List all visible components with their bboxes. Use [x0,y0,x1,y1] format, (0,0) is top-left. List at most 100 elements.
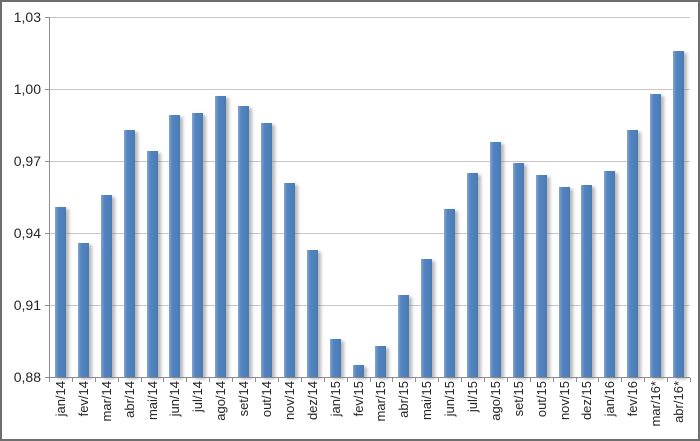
x-axis-tick [690,378,691,382]
bar-jan-14 [54,206,66,377]
bar-out-15 [535,175,547,377]
x-axis-tick [71,378,73,382]
x-axis-category-text: abr/16* [671,381,687,423]
x-axis-category-text: ago/14 [213,381,229,421]
bar-jan-16 [604,170,616,377]
x-axis-category-text: abr/15 [396,381,412,418]
bar-ago-14 [215,96,227,377]
y-axis-tick [45,161,49,162]
x-axis-category-label: mai/14 [141,381,164,439]
x-axis-category-text: ago/15 [487,381,503,421]
x-axis-category-label: mar/14 [95,381,118,439]
bar-fev-16 [627,129,639,377]
x-axis-category-text: fev/15 [350,381,366,417]
x-axis-category-label: out/15 [530,381,553,439]
y-axis-tick-label: 1,03 [13,9,41,25]
x-axis-category-label: jan/15 [324,381,347,439]
x-axis-tick [255,378,257,382]
bar-out-14 [260,122,272,377]
x-axis-category-text: dez/14 [304,381,320,421]
bar-jun-15 [444,209,456,377]
x-axis-category-text: mai/14 [144,381,160,421]
y-axis-tick-label: 0,97 [13,153,41,169]
x-axis-tick [438,378,440,382]
x-axis-category-text: nov/15 [556,381,572,421]
x-axis-category-text: set/14 [236,381,252,417]
x-axis-category-text: jun/15 [442,381,458,417]
x-axis-category-text: jul/15 [465,381,480,413]
y-axis-tick-label: 1,00 [13,81,41,97]
x-axis-category-text: jun/14 [167,381,183,417]
x-axis-tick [392,378,394,382]
y-axis-tick [45,17,49,18]
x-axis-tick [667,378,669,382]
gridline [49,233,690,234]
x-axis-tick [552,378,554,382]
y-axis-tick [45,377,49,378]
x-axis-category-label: set/15 [507,381,530,439]
bar-abr-15 [398,295,410,377]
x-axis-category-text: dez/15 [579,381,595,421]
x-axis-tick [94,378,96,382]
x-axis-category-label: mar/15 [370,381,393,439]
x-axis-category-label: out/14 [255,381,278,439]
bar-abr-14 [123,129,135,377]
x-axis-category-label: nov/15 [553,381,576,439]
bar-mai-14 [146,151,158,377]
x-axis-category-text: fev/16 [625,381,641,417]
x-axis-tick [461,378,463,382]
x-axis-tick [300,378,302,382]
x-axis-category-label: jan/14 [49,381,72,439]
x-axis-category-label: fev/15 [347,381,370,439]
x-axis-category-text: mai/15 [419,381,435,421]
x-axis-category-text: jan/14 [52,381,68,417]
x-axis-category-label: mai/15 [415,381,438,439]
x-axis-category-label: ago/14 [209,381,232,439]
bar-jul-15 [467,173,479,377]
bar-mar-14 [100,194,112,377]
x-axis-category-text: nov/14 [281,381,297,421]
x-axis-tick [529,378,531,382]
x-axis-category-label: abr/16* [667,381,690,439]
gridline [49,17,690,18]
bar-nov-15 [558,187,570,377]
gridline [49,305,690,306]
x-axis-tick [369,378,371,382]
x-axis-category-text: mar/16* [648,381,664,427]
x-axis-category-text: jan/15 [327,381,343,417]
x-axis-category-text: abr/14 [121,381,137,418]
bar-ago-15 [489,141,501,377]
x-axis-tick [621,378,623,382]
bar-mar-15 [375,345,387,377]
x-axis-category-text: set/15 [510,381,526,417]
gridline [49,89,690,90]
x-axis-category-label: abr/14 [118,381,141,439]
x-axis-category-label: jul/14 [186,381,209,439]
bar-fev-14 [77,242,89,377]
bar-jun-14 [169,115,181,377]
x-axis-tick [506,378,508,382]
bar-set-15 [512,163,524,377]
x-axis-category-text: out/15 [533,381,549,418]
x-axis-tick [117,378,119,382]
bar-set-14 [238,105,250,377]
x-axis-category-label: nov/14 [278,381,301,439]
y-axis-tick-label: 0,88 [13,369,41,385]
x-axis-category-label: dez/14 [301,381,324,439]
x-axis-tick [598,378,600,382]
x-axis-tick [323,378,325,382]
x-axis-line [49,377,690,378]
x-axis-tick [232,378,234,382]
x-axis-tick [346,378,348,382]
x-axis-tick [415,378,417,382]
x-axis-category-label: jun/15 [438,381,461,439]
x-axis-tick [140,378,142,382]
x-axis-category-text: out/14 [258,381,274,418]
x-axis-tick [186,378,188,382]
x-axis-tick [277,378,279,382]
x-axis-category-text: mar/15 [373,381,389,422]
x-axis-category-label: mar/16* [644,381,667,439]
y-axis-tick [45,305,49,306]
x-axis-category-text: jan/16 [602,381,618,417]
